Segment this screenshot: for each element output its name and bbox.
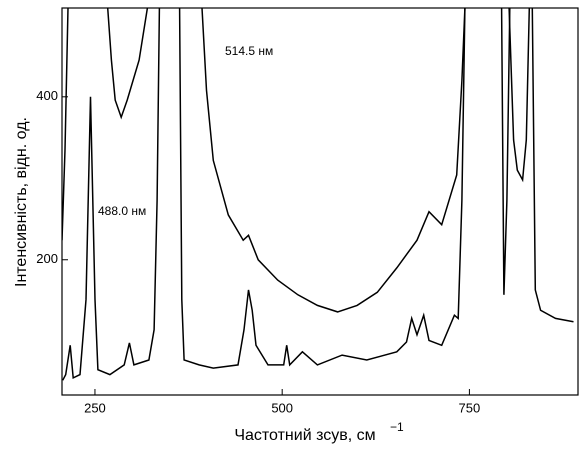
y-tick-label: 200 xyxy=(36,251,58,266)
x-tick-label: 500 xyxy=(271,400,293,415)
y-tick-label: 400 xyxy=(36,88,58,103)
x-axis-label-exponent: −1 xyxy=(390,420,404,434)
spectrum-line xyxy=(62,8,574,381)
annotation: 514.5 нм xyxy=(225,44,273,58)
x-axis-label: Частотний зсув, см xyxy=(234,427,375,444)
annotation: 488.0 нм xyxy=(98,204,146,218)
spectrum-line xyxy=(62,8,531,313)
plot-frame xyxy=(61,7,579,396)
x-tick-label: 750 xyxy=(459,400,481,415)
x-tick-label: 250 xyxy=(84,400,106,415)
y-axis-label: Інтенсивність, відн. од. xyxy=(13,117,30,287)
